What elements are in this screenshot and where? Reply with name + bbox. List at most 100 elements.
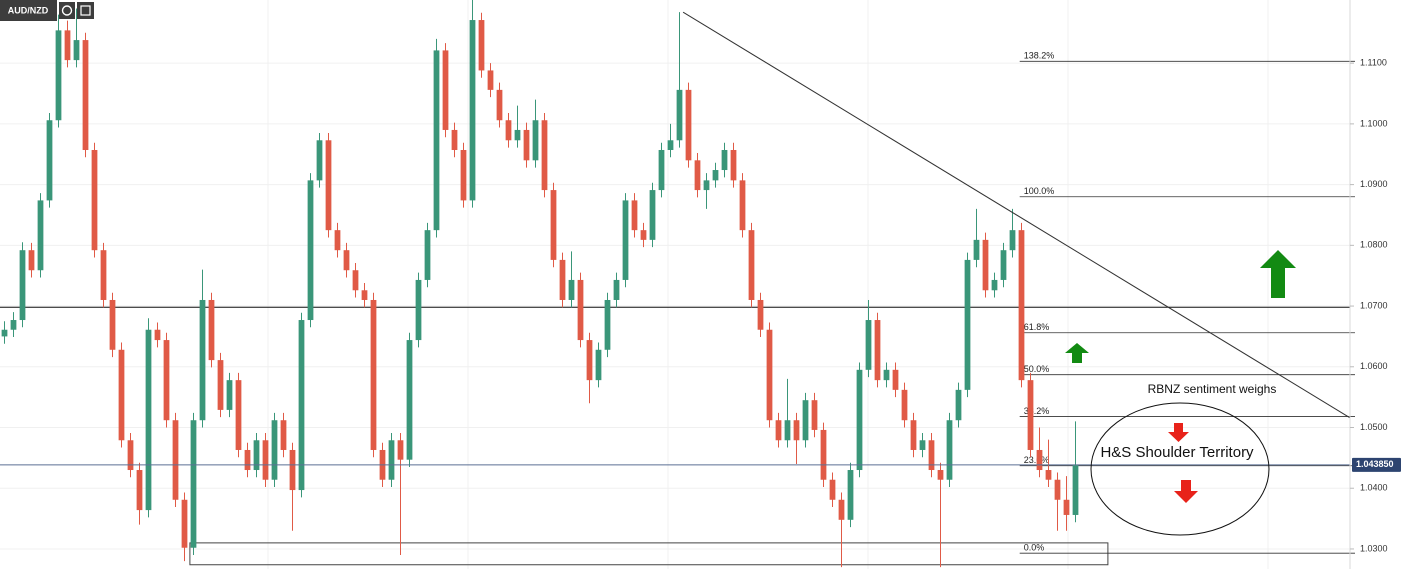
candle-body [361,290,368,300]
refresh-icon [61,5,73,16]
candle-body [739,180,746,231]
candle-body [550,190,557,260]
candle-body [307,180,314,321]
candle-body [91,149,98,251]
candle-body [145,329,152,511]
y-tick-label: 1.1100 [1360,58,1387,68]
price-axis: 1.0300 1.0400 1.0500 1.0600 1.0700 1.0800 1.09… [1350,58,1401,553]
candle-body [649,190,656,240]
up-arrow-large [1260,250,1296,298]
settings-button[interactable] [77,2,94,19]
candle-body [1036,449,1043,471]
candle-body [226,380,233,410]
candle-body [109,299,116,350]
candle-body [235,380,242,450]
candle-body [415,279,422,341]
candle-body [118,349,125,441]
candle-body [523,129,530,161]
candle-body [892,369,899,390]
candle-body [676,89,683,141]
candle-body [973,239,980,260]
candle-body [127,440,134,471]
candle-body [577,279,584,341]
refresh-button[interactable] [59,2,75,19]
candle-body [955,389,962,421]
candle-body [343,250,350,271]
candle-body [712,170,719,181]
candle-body [55,30,62,121]
trendline [682,11,1351,419]
candle-body [883,369,890,381]
candle-body [262,440,269,480]
candle-body [1009,230,1016,251]
candle-body [613,279,620,300]
candle-body [1000,250,1007,280]
y-tick-label: 1.0400 [1360,483,1388,493]
fib-label: 61.8% [1024,322,1050,332]
fib-label: 23.6% [1024,455,1050,465]
candle-body [271,420,278,480]
candle-body [388,440,395,480]
fib-label: 138.2% [1024,51,1055,61]
candle-body [451,129,458,150]
last-price-label: 1.043850 [1356,459,1394,469]
fib-label: 50.0% [1024,364,1050,374]
y-tick-label: 1.0700 [1360,300,1388,310]
candle-body [487,70,494,90]
candle-body [1063,499,1070,515]
candle-body [352,270,359,291]
y-tick-label: 1.0800 [1360,240,1388,250]
candle-body [757,299,764,330]
symbol-box[interactable] [0,0,57,21]
candle-body [874,320,881,381]
candle-body [721,149,728,171]
candle-body [847,470,854,520]
candle-body [703,180,710,191]
candle-body [136,470,143,511]
candle-body [910,420,917,450]
candle-body [622,200,629,280]
candle-body [424,230,431,280]
candle-body [820,429,827,480]
candle-body [442,50,449,130]
candle-body [19,250,26,321]
candle-body [1045,470,1052,480]
candle-body [946,420,953,480]
candle-body [469,20,476,201]
candle-body [1027,380,1034,450]
plot-area: 138.2% 100.0% 61.8% 50.0% 38.2% 23.6% 0.0% [0,0,1355,568]
candle-body [631,200,638,231]
candle-body [370,299,377,450]
candle-body [298,320,305,491]
candle-body [478,20,485,71]
y-tick-label: 1.0500 [1360,422,1388,432]
candle-body [559,259,566,300]
candle-body [730,149,737,181]
y-tick-label: 1.0300 [1360,543,1388,553]
fib-label: 100.0% [1024,186,1055,196]
candle-body [964,259,971,390]
candle-body [397,440,404,460]
candle-body [280,420,287,450]
annotation-note: RBNZ sentiment weighs [1148,382,1277,396]
candle-body [793,420,800,441]
symbol-label: AUD/NZD [8,5,49,15]
candle-body [514,129,521,141]
candle-body [595,349,602,381]
candle-body [253,440,260,471]
candle-body [658,149,665,191]
y-tick-label: 1.0900 [1360,179,1388,189]
y-tick-label: 1.1000 [1360,118,1388,128]
candle-body [163,340,170,421]
fib-label: 0.0% [1024,543,1045,553]
down-arrow [1168,423,1189,442]
candle-body [937,470,944,480]
candle-body [46,120,53,201]
candle-body [685,89,692,161]
candle-body [199,299,206,421]
candle-body [289,449,296,491]
up-arrow-small [1065,343,1089,363]
candle-body [28,250,35,271]
